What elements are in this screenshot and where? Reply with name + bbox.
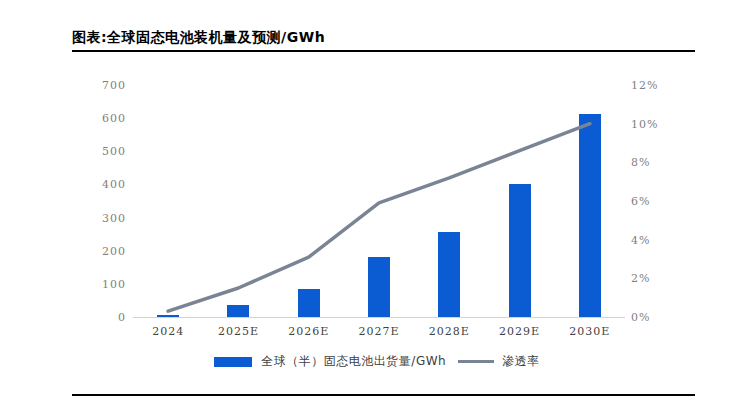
bar-2028E <box>438 232 460 317</box>
report-figure-page: 图表:全球固态电池装机量及预测/GWh 01002003004005006007… <box>0 0 754 401</box>
bar-2025E <box>227 305 249 317</box>
right-axis-tick-12: 12% <box>631 79 671 92</box>
left-axis-tick-100: 100 <box>82 277 126 290</box>
legend-bar-swatch <box>214 357 252 367</box>
bar-2024 <box>157 315 179 317</box>
legend-line-swatch <box>458 360 494 363</box>
x-axis-label-2025E: 2025E <box>203 325 273 338</box>
left-axis-tick-600: 600 <box>82 112 126 125</box>
x-axis-label-2030E: 2030E <box>555 325 625 338</box>
left-axis-tick-300: 300 <box>82 211 126 224</box>
left-axis-tick-400: 400 <box>82 178 126 191</box>
chart-legend: 全球（半）固态电池出货量/GWh 渗透率 <box>0 353 754 370</box>
left-axis-tick-500: 500 <box>82 145 126 158</box>
right-axis-tick-0: 0% <box>631 311 671 324</box>
bottom-rule <box>72 394 695 396</box>
left-axis-tick-200: 200 <box>82 244 126 257</box>
x-axis-label-2024: 2024 <box>133 325 203 338</box>
bar-2029E <box>509 184 531 317</box>
left-axis-tick-0: 0 <box>82 311 126 324</box>
right-axis-tick-10: 10% <box>631 117 671 130</box>
right-axis-tick-6: 6% <box>631 195 671 208</box>
bar-2030E <box>579 114 601 317</box>
x-axis-label-2027E: 2027E <box>344 325 414 338</box>
x-axis-line <box>133 317 625 318</box>
x-axis-label-2029E: 2029E <box>485 325 555 338</box>
right-axis-tick-4: 4% <box>631 233 671 246</box>
right-axis-tick-2: 2% <box>631 272 671 285</box>
x-axis-label-2028E: 2028E <box>414 325 484 338</box>
legend-bar-label: 全球（半）固态电池出货量/GWh <box>261 353 446 370</box>
x-axis-label-2026E: 2026E <box>274 325 344 338</box>
legend-line-label: 渗透率 <box>502 353 540 370</box>
bar-2026E <box>298 289 320 317</box>
left-axis-tick-700: 700 <box>82 79 126 92</box>
bar-2027E <box>368 257 390 317</box>
combo-chart: 0100200300400500600700 0%2%4%6%8%10%12% … <box>0 0 754 401</box>
right-axis-tick-8: 8% <box>631 156 671 169</box>
